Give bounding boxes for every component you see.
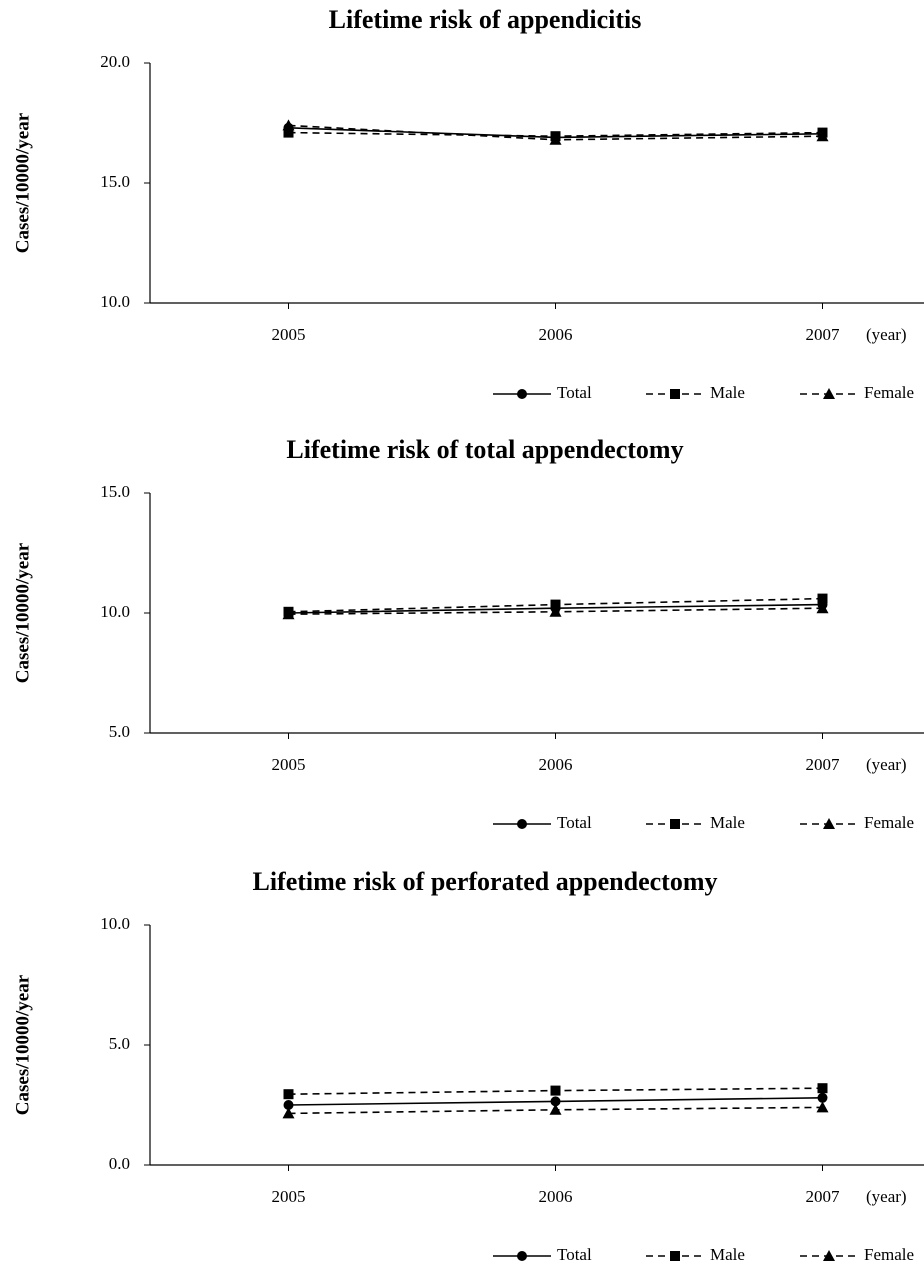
- y-tick-label: 15.0: [100, 482, 130, 501]
- legend-label: Female: [864, 383, 914, 402]
- y-tick-label: 5.0: [109, 722, 130, 741]
- chart-title: Lifetime risk of total appendectomy: [286, 435, 683, 464]
- point: [550, 1096, 561, 1107]
- y-tick-label: 5.0: [109, 1034, 130, 1053]
- y-axis-label: Cases/10000/year: [12, 974, 33, 1115]
- x-tick-label: 2007: [806, 1187, 841, 1206]
- point: [549, 133, 562, 145]
- y-tick-label: 0.0: [109, 1154, 130, 1173]
- legend-marker: [823, 388, 835, 399]
- x-tick-label: 2005: [272, 325, 306, 344]
- point: [816, 602, 829, 614]
- legend-label: Male: [710, 383, 745, 402]
- point: [816, 130, 829, 142]
- x-tick-label: 2006: [539, 1187, 573, 1206]
- x-tick-label: 2005: [272, 755, 306, 774]
- point: [817, 1083, 828, 1094]
- x-axis-label: (year): [866, 1187, 907, 1206]
- y-tick-label: 10.0: [100, 292, 130, 311]
- point: [816, 1101, 829, 1113]
- legend-label: Female: [864, 1245, 914, 1264]
- y-tick-label: 10.0: [100, 602, 130, 621]
- x-tick-label: 2007: [806, 325, 841, 344]
- legend-label: Female: [864, 813, 914, 832]
- point: [282, 1107, 295, 1119]
- legend-marker: [670, 389, 680, 399]
- legend-label: Male: [710, 1245, 745, 1264]
- y-axis-label: Cases/10000/year: [12, 542, 33, 683]
- legend-marker: [670, 819, 680, 829]
- chart-title: Lifetime risk of appendicitis: [329, 5, 642, 34]
- chart-title: Lifetime risk of perforated appendectomy: [252, 867, 717, 896]
- legend-marker: [823, 1250, 835, 1261]
- x-tick-label: 2006: [539, 325, 573, 344]
- legend-marker: [823, 818, 835, 829]
- y-tick-label: 10.0: [100, 914, 130, 933]
- point: [549, 605, 562, 617]
- legend-marker: [517, 819, 527, 829]
- point: [817, 593, 828, 604]
- y-tick-label: 20.0: [100, 52, 130, 71]
- point: [282, 119, 295, 131]
- legend-label: Total: [557, 383, 592, 402]
- legend-marker: [517, 1251, 527, 1261]
- point: [550, 1085, 561, 1096]
- legend-label: Total: [557, 1245, 592, 1264]
- point: [282, 608, 295, 620]
- y-tick-label: 15.0: [100, 172, 130, 191]
- y-axis-label: Cases/10000/year: [12, 112, 33, 253]
- x-axis-label: (year): [866, 325, 907, 344]
- x-tick-label: 2007: [806, 755, 841, 774]
- point: [817, 1092, 828, 1103]
- legend-marker: [670, 1251, 680, 1261]
- legend-marker: [517, 389, 527, 399]
- point: [283, 1100, 294, 1110]
- point: [283, 1089, 294, 1100]
- point: [550, 599, 561, 610]
- x-axis-label: (year): [866, 755, 907, 774]
- point: [549, 1103, 562, 1115]
- point: [283, 127, 294, 138]
- legend-label: Total: [557, 813, 592, 832]
- x-tick-label: 2006: [539, 755, 573, 774]
- x-tick-label: 2005: [272, 1187, 306, 1206]
- legend-label: Male: [710, 813, 745, 832]
